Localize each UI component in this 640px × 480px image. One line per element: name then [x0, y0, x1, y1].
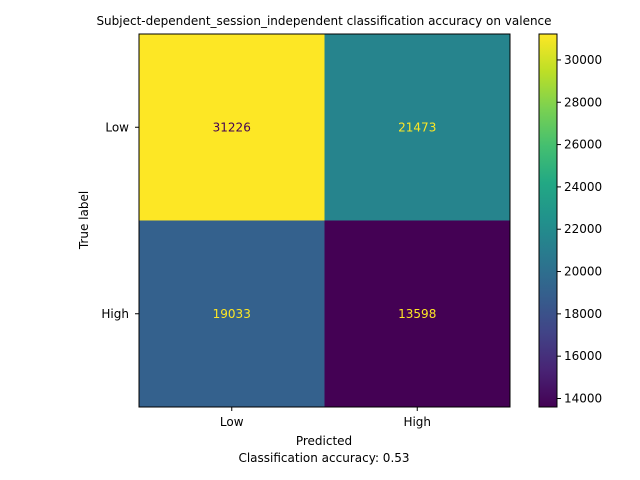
classification-accuracy-note: Classification accuracy: 0.53	[238, 451, 409, 465]
heatmap-cell-high-low	[139, 220, 325, 407]
cell-value-label: 21473	[398, 120, 436, 134]
x-tick-label: Low	[220, 415, 244, 429]
y-tick-label: Low	[105, 120, 129, 134]
heatmap-cell-low-low	[139, 34, 325, 221]
colorbar-tick-label: 16000	[564, 349, 602, 363]
heatmap-cell-labels: 31226 21473 19033 13598	[213, 120, 437, 321]
colorbar-ticks: 14000 16000 18000 20000 22000 24000 26000 28000…	[557, 53, 602, 405]
colorbar-tick-label: 22000	[564, 222, 602, 236]
y-axis-label: True label	[77, 191, 91, 250]
x-tick-label: High	[403, 415, 431, 429]
heatmap-cell-high-high	[324, 220, 510, 407]
colorbar-tick-label: 30000	[564, 53, 602, 67]
cell-value-label: 31226	[213, 120, 251, 134]
colorbar-tick-label: 28000	[564, 95, 602, 109]
chart-title: Subject-dependent_session_independent cl…	[96, 14, 551, 28]
colorbar-tick-label: 24000	[564, 180, 602, 194]
colorbar-tick-label: 26000	[564, 138, 602, 152]
colorbar	[538, 33, 558, 408]
colorbar-tick-label: 18000	[564, 307, 602, 321]
colorbar-tick-label: 14000	[564, 391, 602, 405]
plot-frame	[138, 33, 511, 408]
cell-value-label: 13598	[398, 307, 436, 321]
heatmap-cell-low-high	[324, 34, 510, 221]
colorbar-tick-label: 20000	[564, 265, 602, 279]
heatmap-cells	[139, 34, 510, 407]
x-axis-ticks: Low High	[220, 407, 431, 429]
y-tick-label: High	[101, 307, 129, 321]
x-axis-label: Predicted	[296, 434, 352, 448]
y-axis-ticks: Low High	[101, 120, 139, 321]
cell-value-label: 19033	[213, 307, 251, 321]
